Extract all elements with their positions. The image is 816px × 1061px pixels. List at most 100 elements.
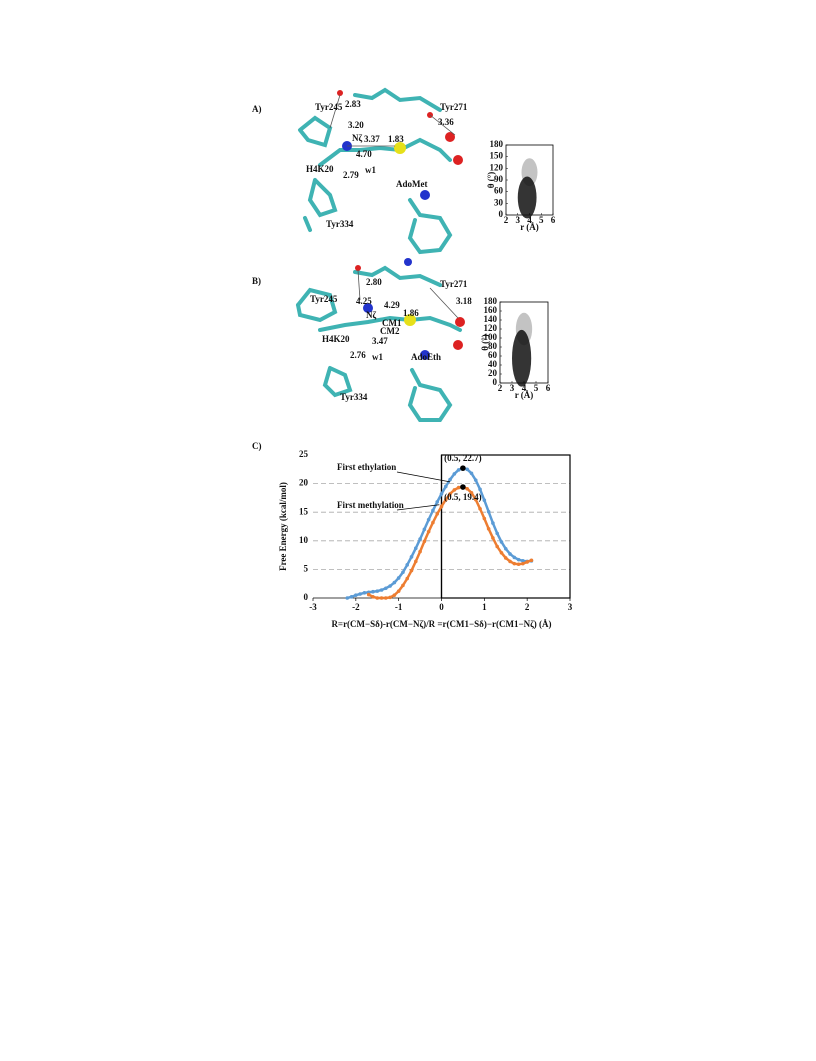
x-tick-label: 3 (568, 602, 573, 612)
data-point (478, 487, 482, 492)
structure-label: 1.86 (403, 308, 419, 318)
inset-y-tick-label: 0 (499, 209, 504, 219)
inset-y-label: θ (°) (480, 334, 490, 351)
data-point (469, 490, 474, 495)
inset-y-tick-label: 120 (484, 323, 498, 333)
data-point (409, 568, 414, 573)
inset-x-tick-label: 6 (546, 383, 551, 393)
data-point (388, 584, 392, 588)
series-label: First ethylation (337, 462, 396, 472)
data-point (491, 521, 495, 525)
structure-label: 4.70 (356, 149, 372, 159)
inset-y-tick-label: 0 (493, 377, 498, 387)
y-tick-label: 10 (299, 535, 309, 545)
data-point (431, 508, 435, 513)
data-point (435, 500, 440, 504)
inset-y-tick-label: 90 (494, 174, 504, 184)
structure-label: Tyr334 (326, 219, 354, 229)
data-point (422, 539, 427, 544)
y-tick-label: 0 (304, 592, 309, 602)
data-point (366, 592, 371, 597)
data-point (478, 506, 482, 511)
data-point (375, 589, 380, 593)
data-point (392, 593, 397, 597)
structure-label: 3.18 (456, 296, 472, 306)
inset-y-tick-label: 120 (490, 162, 504, 172)
x-tick-label: 2 (525, 602, 530, 612)
peak-marker (460, 484, 466, 490)
data-point (495, 544, 499, 549)
structure-label: Tyr271 (440, 279, 468, 289)
structure-label: Tyr245 (315, 102, 343, 112)
peak-label: (0.5, 19.4) (444, 492, 482, 502)
data-point (388, 595, 392, 600)
inset-y-tick-label: 150 (490, 151, 504, 161)
data-point (516, 557, 521, 562)
inset-y-tick-label: 40 (488, 359, 498, 369)
inset-y-tick-label: 20 (488, 368, 498, 378)
y-tick-label: 15 (299, 506, 309, 516)
data-point (401, 570, 405, 575)
inset-x-label: r (Å) (515, 390, 534, 400)
data-point (491, 536, 495, 540)
x-tick-label: -2 (352, 602, 360, 612)
inset-x-tick-label: 3 (510, 383, 515, 393)
structure-label: w1 (372, 352, 383, 362)
data-point (529, 558, 534, 563)
data-point (349, 595, 354, 599)
data-point (414, 546, 418, 551)
data-point (495, 531, 499, 536)
data-point (473, 497, 478, 502)
data-point (379, 588, 384, 592)
data-point (508, 559, 512, 564)
data-point (443, 497, 448, 502)
callout-arrow (396, 471, 451, 483)
data-point (448, 492, 452, 496)
callout-arrow (396, 504, 440, 511)
data-point (426, 529, 431, 534)
data-point (418, 549, 422, 554)
data-point (525, 560, 529, 564)
series-line (346, 466, 532, 600)
data-point (426, 517, 431, 522)
structure-label: 2.76 (350, 350, 366, 360)
y-tick-label: 25 (299, 449, 309, 459)
data-point (405, 576, 410, 581)
data-point (521, 561, 525, 566)
data-point (384, 596, 388, 600)
inset-x-tick-label: 3 (516, 215, 521, 225)
inset-x-tick-label: 5 (539, 215, 544, 225)
peak-marker (460, 465, 466, 471)
data-point (473, 478, 478, 482)
inset-y-tick-label: 30 (494, 197, 504, 207)
plot-area-border (440, 454, 571, 599)
structure-label: 3.37 (364, 134, 380, 144)
point-cloud (517, 176, 537, 219)
point-cloud (511, 329, 532, 387)
data-point (486, 509, 491, 514)
inset-x-label: r (Å) (520, 222, 539, 232)
structure-label: CM2 (380, 326, 400, 336)
structure-label: 3.20 (348, 120, 364, 130)
data-point (392, 580, 397, 585)
y-axis-label: Free Energy (kcal/mol) (278, 482, 288, 571)
structure-label: w1 (365, 165, 376, 175)
data-point (345, 596, 350, 600)
structure-label: Nζ (366, 310, 376, 320)
structure-label: 2.79 (343, 170, 359, 180)
structure-label: Tyr271 (440, 102, 468, 112)
data-point (362, 591, 367, 595)
data-point (379, 596, 384, 600)
data-point (354, 593, 358, 597)
point-cloud-sparse (521, 158, 538, 187)
data-point (439, 504, 444, 509)
panel-label: A) (252, 104, 262, 114)
structure-label: 1.83 (388, 134, 404, 144)
data-point (516, 562, 521, 567)
data-point (409, 555, 414, 559)
data-point (439, 492, 444, 496)
data-point (396, 576, 401, 580)
point-cloud-sparse (515, 312, 533, 346)
inset-y-label: θ (°) (486, 172, 496, 189)
